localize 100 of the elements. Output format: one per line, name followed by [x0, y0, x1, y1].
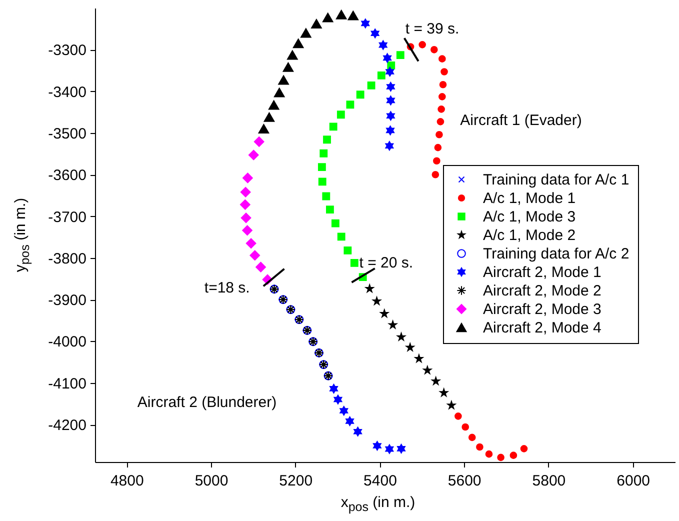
- annotation: Aircraft 1 (Evader): [460, 112, 582, 129]
- point: [311, 19, 322, 29]
- x-tick-label: 6000: [616, 472, 650, 490]
- point: [242, 172, 253, 184]
- point: [346, 100, 354, 109]
- x-axis-title: x$_{pos}$ (in m.): [340, 494, 416, 514]
- point: [336, 110, 345, 119]
- legend-label: Aircraft 2, Mode 2: [483, 282, 602, 300]
- point: [386, 126, 394, 136]
- point: [274, 88, 285, 98]
- y-tick-label: -4200: [48, 417, 86, 434]
- annotation: t = 20 s.: [359, 254, 414, 272]
- point: [432, 376, 440, 385]
- legend-label: A/c 1, Mode 3: [483, 208, 576, 226]
- point: [386, 111, 395, 121]
- point: [242, 225, 252, 236]
- point: [326, 206, 334, 214]
- point: [378, 40, 388, 50]
- point: [350, 258, 358, 267]
- point: [370, 28, 380, 38]
- point: [454, 412, 462, 420]
- point: [387, 62, 396, 70]
- point: [385, 444, 394, 454]
- point: [268, 100, 280, 110]
- x-tick-label: 4800: [110, 472, 144, 490]
- y-tick-label: -3900: [48, 292, 86, 310]
- point: [254, 136, 264, 147]
- point: [322, 192, 330, 200]
- point: [468, 434, 476, 442]
- point: [318, 178, 326, 186]
- point: [344, 246, 352, 254]
- point: [476, 443, 484, 451]
- point: [438, 55, 446, 62]
- point: [331, 219, 340, 228]
- point: [396, 51, 404, 60]
- point: [354, 426, 362, 436]
- point: [440, 68, 448, 76]
- legend-label: A/c 1, Mode 2: [483, 227, 576, 244]
- legend-label: Training data for A/c 2: [483, 246, 630, 262]
- legend-label: A/c 1, Mode 1: [483, 190, 576, 207]
- y-tick-label: -3400: [48, 84, 86, 101]
- point: [438, 106, 445, 113]
- legend-label: Aircraft 2, Mode 4: [483, 320, 602, 336]
- point: [432, 170, 440, 178]
- legend-label: Aircraft 2, Mode 3: [483, 301, 602, 318]
- point: [258, 124, 270, 134]
- point: [287, 50, 298, 60]
- point: [292, 38, 304, 48]
- point: [434, 144, 442, 152]
- point: [397, 444, 406, 454]
- point: [377, 72, 386, 80]
- x-tick-label: 5800: [532, 472, 566, 490]
- legend-label: Training data for A/c 1: [483, 172, 630, 188]
- point: [346, 416, 354, 426]
- point: [438, 93, 446, 100]
- point: [282, 62, 294, 72]
- point: [386, 96, 395, 106]
- x-tick-label: 5600: [448, 472, 482, 490]
- point: [340, 406, 348, 416]
- point: [510, 452, 518, 459]
- point: [385, 141, 394, 151]
- y-tick-label: -3500: [48, 125, 86, 142]
- y-tick-label: -4000: [48, 334, 86, 351]
- point: [336, 10, 347, 20]
- point: [367, 82, 376, 90]
- point: [386, 82, 395, 92]
- point: [433, 157, 440, 165]
- point: [373, 441, 382, 450]
- point: [383, 53, 392, 63]
- point: [264, 112, 275, 122]
- point: [418, 40, 426, 48]
- point: [397, 332, 406, 341]
- point: [462, 423, 470, 431]
- y-tick-label: -3800: [48, 250, 86, 268]
- point: [436, 118, 444, 126]
- point: [248, 150, 259, 160]
- annotation: t=18 s.: [204, 279, 250, 296]
- point: [337, 232, 346, 241]
- point: [240, 186, 251, 198]
- point: [329, 122, 338, 131]
- point: [436, 130, 443, 138]
- point: [361, 18, 370, 28]
- point: [250, 250, 260, 261]
- point: [497, 454, 504, 462]
- point: [439, 80, 447, 88]
- point: [246, 238, 256, 248]
- y-tick-label: -3300: [48, 42, 86, 60]
- y-tick-label: -3600: [48, 167, 86, 184]
- y-tick-label: -4100: [48, 375, 86, 392]
- point: [386, 67, 394, 76]
- x-tick-label: 5000: [194, 472, 228, 490]
- point: [240, 212, 252, 224]
- annotation: Aircraft 2 (Blunderer): [137, 394, 277, 411]
- point: [430, 46, 438, 54]
- point: [356, 90, 364, 99]
- point: [330, 384, 338, 394]
- x-tick-label: 5200: [279, 472, 313, 490]
- point: [320, 149, 328, 158]
- point: [322, 12, 334, 22]
- point: [240, 199, 250, 210]
